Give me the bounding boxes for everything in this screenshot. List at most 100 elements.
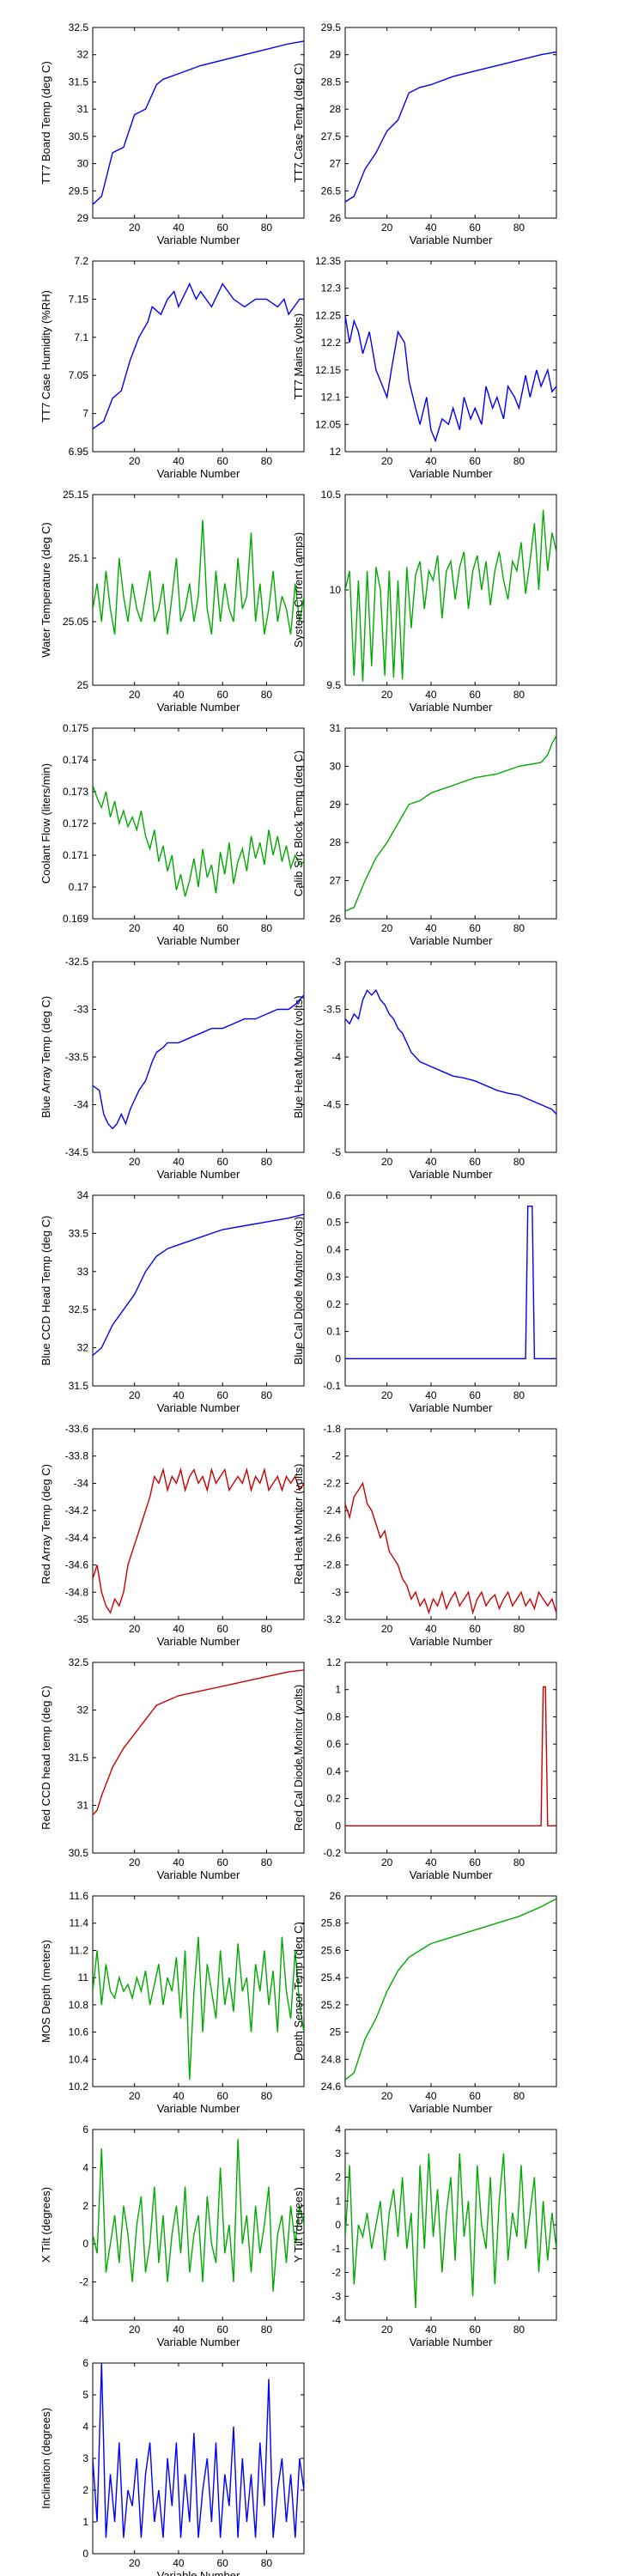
y-tick-label: 0.169 — [63, 913, 88, 925]
y-axis-label: Water Temperature (deg C) — [39, 522, 52, 658]
y-tick-label: -34.4 — [65, 1532, 89, 1544]
chart-panel: 20 40 60 80 -5 -4.5 -4 -3.5 -3 Variable Number Blu… — [292, 956, 557, 1181]
y-axis-label: TT7 Board Temp (deg C) — [39, 61, 52, 185]
y-axis-label: X Tilt (degrees) — [39, 2187, 52, 2263]
series-line — [345, 51, 556, 203]
x-tick-label: 60 — [470, 2090, 482, 2102]
series-line — [93, 994, 304, 1130]
y-tick-label: -3.5 — [323, 1004, 341, 1016]
chart-panel: 20 40 60 80 24.6 24.8 25 25.2 25.4 25.6 25.8 26 Vari… — [292, 1890, 557, 2115]
series-line — [93, 1213, 304, 1357]
y-tick-label: 12.2 — [321, 337, 342, 349]
y-tick-label: 33 — [77, 1266, 89, 1278]
plot-frame — [92, 2129, 305, 2321]
x-tick-label: 40 — [425, 1856, 437, 1868]
y-tick-label: 11.6 — [70, 1890, 89, 1902]
plot-frame — [344, 1194, 557, 1387]
y-axis-label: Red CCD head temp (deg C) — [39, 1686, 52, 1830]
y-tick-label: 27 — [330, 875, 342, 887]
y-tick-label: 12 — [330, 446, 342, 458]
y-tick-label: 0.4 — [326, 1243, 341, 1255]
y-tick-label: 0.174 — [63, 754, 88, 766]
plot-frame — [344, 260, 557, 453]
x-tick-label: 60 — [217, 2324, 229, 2336]
y-axis-label: Blue Cal Diode Monitor (volts) — [292, 1217, 305, 1365]
y-tick-label: -2 — [79, 2276, 88, 2288]
plot-frame — [92, 1194, 305, 1387]
y-tick-label: 2 — [82, 2484, 88, 2496]
y-tick-label: 25 — [77, 679, 89, 691]
y-tick-label: 34 — [77, 1189, 89, 1201]
series-line — [93, 282, 304, 429]
plot-frame — [344, 2129, 557, 2321]
x-tick-label: 60 — [217, 1389, 229, 1401]
panels: 20 40 60 802929.53030.53131.53232.5Variable… — [39, 21, 557, 2576]
y-tick-label: 0.172 — [63, 817, 88, 829]
y-tick-label: -4 — [79, 2314, 88, 2326]
y-axis-label: Depth Sensor Temp (deg C) — [292, 1922, 305, 2061]
y-axis-label: Red Array Temp (deg C) — [39, 1464, 52, 1584]
y-tick-label: 27 — [330, 158, 342, 170]
y-tick-label: 29 — [77, 212, 89, 224]
y-axis-label: TT7 Case Humidity (%RH) — [39, 290, 52, 422]
x-tick-label: 80 — [513, 2090, 526, 2102]
x-tick-label: 60 — [217, 455, 229, 467]
y-tick-label: -35 — [74, 1613, 89, 1625]
y-axis-label: Blue Heat Monitor (volts) — [292, 995, 305, 1118]
x-tick-label: 20 — [129, 1389, 141, 1401]
chart-panel: 20 40 60 80 -3.2 -3 -2.8 -2.6 -2.4 -2.2 -2 -1.8 Vari… — [292, 1423, 557, 1648]
y-tick-label: 2 — [335, 2172, 341, 2184]
chart-panel: 20 40 60 80 10.2 10.4 10.6 10.8 11 11.2 11.4 11.6 Va… — [39, 1890, 305, 2115]
x-tick-label: 40 — [425, 2090, 437, 2102]
y-tick-label: 31.5 — [69, 1752, 89, 1764]
y-tick-label: 28.5 — [321, 76, 342, 88]
y-tick-label: 29 — [330, 49, 342, 61]
y-tick-label: 3 — [335, 2148, 341, 2160]
y-tick-label: 25.1 — [69, 552, 89, 564]
x-tick-label: 40 — [173, 455, 185, 467]
y-tick-label: 32 — [77, 49, 89, 61]
x-tick-label: 40 — [173, 689, 185, 701]
y-tick-label: 31.5 — [69, 76, 89, 88]
y-tick-label: 3 — [82, 2452, 88, 2464]
y-tick-label: 2 — [82, 2200, 88, 2212]
y-tick-label: 10.4 — [69, 2053, 89, 2065]
chart-panel: 20 40 60 80 -35 -34.8 -34.6 -34.4 -34.2 -34 -33.8 -… — [39, 1423, 305, 1648]
y-tick-label: 9.5 — [326, 679, 341, 691]
chart-panel: 20 40 60 80 0.169 0.17 0.171 0.172 0.173 0.174 0.1… — [39, 722, 305, 947]
y-tick-label: 7 — [82, 408, 88, 420]
y-tick-label: 31 — [77, 1800, 89, 1812]
y-tick-label: 31 — [330, 722, 342, 734]
y-tick-label: 30 — [330, 760, 342, 772]
y-tick-label: -34.2 — [65, 1504, 89, 1516]
plot-frame — [92, 1895, 305, 2087]
x-tick-label: 80 — [513, 1156, 526, 1168]
x-tick-label: 80 — [261, 222, 273, 234]
x-axis-label: Variable Number — [157, 1401, 240, 1414]
chart-panel: 20 40 60 80 -4 -3 -2 -1 0 1 2 3 4 Variable Number Y Ti… — [292, 2123, 557, 2348]
y-tick-label: 12.15 — [315, 364, 341, 376]
chart-panel: 20 40 60 80 -0.1 0 0.1 0.2 0.3 0.4 0.5 0.6 Variable … — [292, 1189, 557, 1414]
x-tick-label: 80 — [261, 2324, 273, 2336]
y-tick-label: 31 — [77, 103, 89, 115]
x-tick-label: 40 — [425, 689, 437, 701]
y-tick-label: -2 — [331, 2267, 341, 2279]
y-tick-label: -3 — [331, 2290, 341, 2302]
series-line — [345, 735, 556, 912]
y-tick-label: 31.5 — [69, 1380, 89, 1392]
x-tick-label: 20 — [381, 689, 393, 701]
series-line — [345, 1898, 556, 2081]
y-tick-label: 29 — [330, 799, 342, 811]
y-tick-label: -2.4 — [323, 1504, 341, 1516]
x-tick-label: 40 — [173, 1389, 185, 1401]
y-tick-label: 12.25 — [315, 309, 341, 321]
y-tick-label: 12.05 — [315, 418, 341, 430]
series-line — [93, 1467, 304, 1614]
x-tick-label: 80 — [513, 1389, 526, 1401]
y-tick-label: -0.1 — [323, 1380, 341, 1392]
y-tick-label: 4 — [82, 2421, 88, 2433]
y-tick-label: 26 — [330, 212, 342, 224]
y-tick-label: 1 — [335, 1684, 341, 1696]
y-tick-label: 25.05 — [63, 616, 88, 628]
x-tick-label: 20 — [381, 922, 393, 934]
